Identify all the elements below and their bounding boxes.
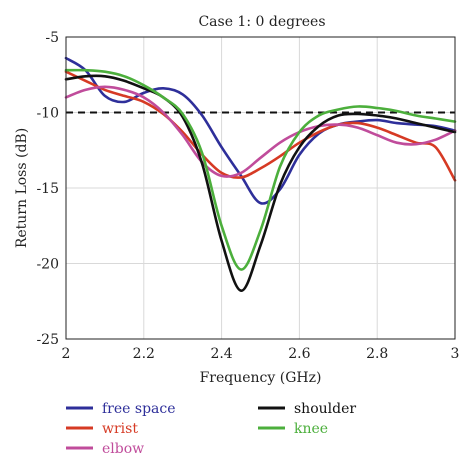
grid <box>66 37 455 339</box>
y-axis-label: Return Loss (dB) <box>14 128 30 248</box>
x-tick-label: 3 <box>451 346 460 362</box>
y-tick-label: -25 <box>36 332 59 348</box>
series-line-wrist <box>66 72 455 181</box>
chart-title: Case 1: 0 degrees <box>198 14 325 30</box>
legend-label: free space <box>102 401 176 417</box>
y-tick-label: -10 <box>36 106 59 122</box>
y-tick-label: -5 <box>45 30 59 46</box>
x-axis-label: Frequency (GHz) <box>200 370 322 386</box>
legend: free space wrist elbow shoulder knee <box>66 401 356 457</box>
y-tick-label: -20 <box>36 257 59 273</box>
legend-label: shoulder <box>294 401 356 417</box>
y-tick-label: -15 <box>36 181 59 197</box>
x-tick-label: 2.2 <box>133 346 155 362</box>
legend-label: elbow <box>102 441 144 457</box>
x-tick-labels: 2 2.2 2.4 2.6 2.8 3 <box>62 346 460 362</box>
series-group <box>66 58 455 291</box>
x-tick-label: 2.4 <box>210 346 232 362</box>
x-tick-label: 2 <box>62 346 71 362</box>
legend-label: wrist <box>102 421 138 437</box>
series-line-shoulder <box>66 76 455 291</box>
x-tick-label: 2.6 <box>288 346 310 362</box>
y-tick-labels: -5 -10 -15 -20 -25 <box>36 30 59 348</box>
series-line-elbow <box>66 87 455 177</box>
legend-label: knee <box>294 421 328 437</box>
x-tick-label: 2.8 <box>366 346 388 362</box>
